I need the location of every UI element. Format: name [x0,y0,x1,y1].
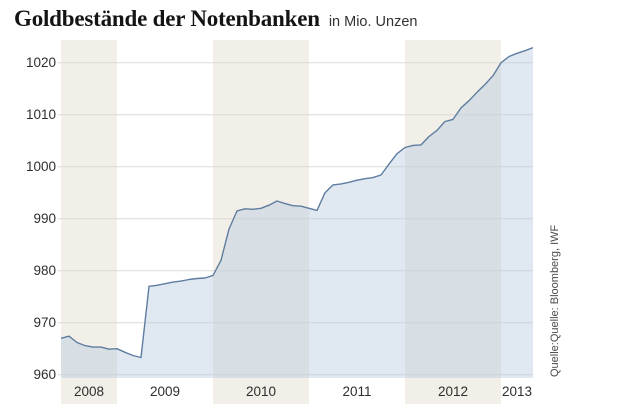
chart-unit-subtitle: in Mio. Unzen [328,14,418,30]
x-axis-label: 2010 [246,384,276,399]
x-axis-label: 2008 [74,384,104,399]
y-axis-label: 1000 [26,159,56,174]
y-axis-label: 970 [33,315,56,330]
year-band [213,40,309,404]
chart-title: Goldbestände der Notenbanken [14,6,320,31]
y-axis-label: 990 [33,211,56,226]
y-axis-label: 980 [33,263,56,278]
y-axis-label: 960 [33,367,56,382]
area-fill [61,47,533,378]
x-axis-label: 2011 [342,384,371,399]
x-axis-label: 2012 [438,384,468,399]
year-band [405,40,501,404]
y-axis-label: 1020 [26,55,56,70]
chart-header: Goldbestände der Notenbanken in Mio. Unz… [14,6,417,32]
year-band [61,40,117,404]
x-axis-label: 2013 [502,384,532,399]
x-axis-label: 2009 [150,384,180,399]
source-credit: Quelle:Quelle: Bloomberg, IWF [549,224,561,377]
trend-line [60,46,534,359]
y-axis-label: 1010 [26,107,56,122]
